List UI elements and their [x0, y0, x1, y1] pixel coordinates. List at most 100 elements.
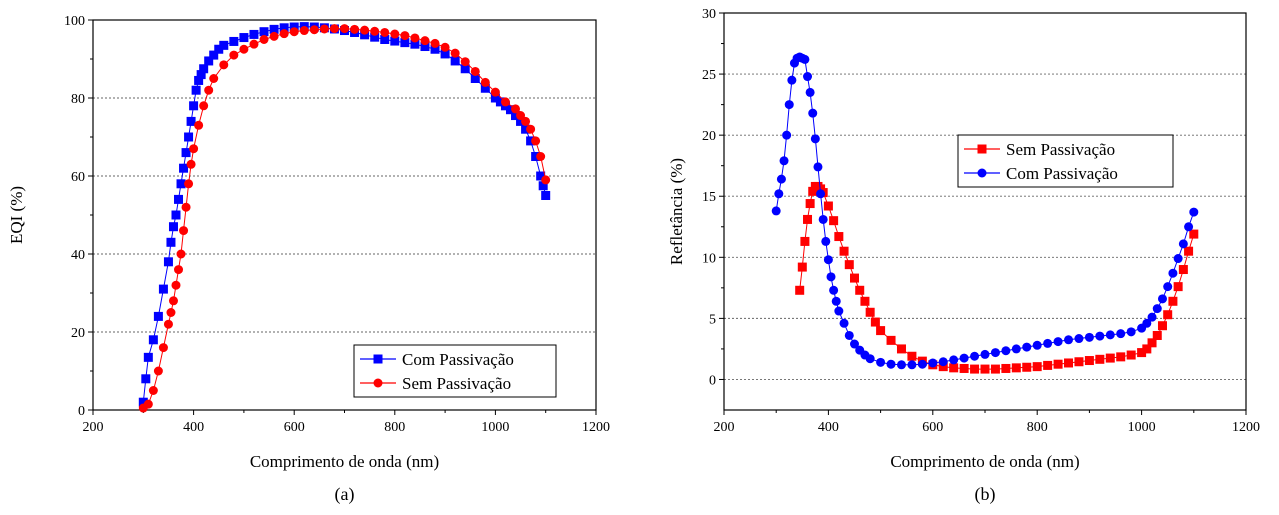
data-point-square	[808, 186, 818, 196]
data-point-square	[168, 222, 178, 232]
y-tick-label: 60	[71, 170, 85, 185]
data-point-circle	[531, 136, 541, 146]
data-point-circle	[158, 343, 168, 353]
data-point-circle	[1147, 312, 1157, 322]
data-point-square	[505, 105, 515, 115]
data-point-circle	[810, 134, 820, 144]
data-point-circle	[194, 120, 204, 130]
panel-label: (b)	[975, 484, 996, 505]
data-point-square	[805, 199, 815, 209]
data-point-square	[279, 23, 289, 33]
data-point-circle	[153, 366, 163, 376]
data-point-circle	[373, 378, 383, 388]
data-point-circle	[886, 359, 896, 369]
data-point-square	[1157, 321, 1167, 331]
data-point-circle	[390, 29, 400, 39]
data-point-square	[204, 56, 214, 66]
data-point-square	[800, 236, 810, 246]
y-tick-label: 40	[71, 248, 85, 263]
data-point-circle	[259, 35, 269, 44]
data-point-square	[148, 335, 158, 345]
data-point-square	[370, 32, 380, 42]
legend: Com Passivação Sem Passivação	[353, 344, 557, 398]
data-point-circle	[776, 174, 786, 184]
data-point-circle	[1163, 282, 1173, 292]
data-point-square	[860, 296, 870, 306]
data-point-square	[1064, 358, 1074, 368]
data-point-square	[380, 35, 390, 44]
data-point-circle	[430, 38, 440, 48]
data-point-circle	[1001, 346, 1011, 356]
series-sem-passiva-o	[138, 24, 551, 413]
data-point-square	[949, 363, 959, 373]
data-point-square	[158, 284, 168, 294]
data-point-square	[219, 40, 229, 50]
data-point-circle	[1064, 335, 1074, 345]
legend: Sem Passivação Com Passivação	[957, 134, 1174, 188]
data-point-circle	[907, 360, 917, 370]
data-point-square	[797, 262, 807, 272]
data-point-circle	[299, 26, 309, 36]
legend-label: Com Passivação	[402, 350, 514, 369]
data-point-square	[189, 101, 199, 111]
data-point-square	[141, 374, 151, 384]
data-point-circle	[805, 87, 815, 97]
data-point-circle	[1074, 334, 1084, 344]
x-tick-label: 200	[83, 420, 104, 435]
data-point-circle	[834, 306, 844, 316]
data-point-square	[360, 30, 370, 40]
data-point-square	[470, 74, 480, 83]
data-point-square	[450, 56, 460, 66]
data-point-square	[516, 116, 526, 126]
data-point-circle	[229, 50, 239, 60]
x-tick-label: 400	[818, 420, 839, 435]
data-point-square	[1105, 353, 1115, 363]
data-point-square	[970, 364, 980, 374]
data-point-circle	[803, 72, 813, 82]
data-point-square	[495, 97, 505, 107]
y-axis-title: EQI (%)	[7, 186, 26, 244]
data-point-circle	[917, 359, 927, 369]
data-point-square	[531, 152, 541, 161]
data-point-square	[214, 44, 224, 54]
data-point-square	[390, 36, 400, 46]
data-point-circle	[771, 206, 781, 216]
y-tick-label: 20	[702, 129, 716, 144]
data-point-circle	[181, 202, 191, 212]
y-tick-label: 25	[702, 68, 716, 83]
data-point-circle	[171, 280, 181, 290]
data-point-circle	[168, 296, 178, 306]
data-point-square	[865, 307, 875, 317]
data-point-square	[440, 49, 450, 59]
panel-b-reflectance-chart: 200 400 600 800 1000 1200 0 5 10 15 20 25 30 Comprime…	[667, 7, 1260, 505]
data-point-circle	[204, 85, 214, 95]
data-point-square	[199, 64, 209, 74]
data-point-square	[166, 237, 176, 247]
data-point-square	[959, 363, 969, 373]
data-point-circle	[410, 33, 420, 43]
data-point-circle	[876, 357, 886, 367]
data-point-circle	[1053, 337, 1063, 347]
y-tick-label: 0	[78, 404, 85, 419]
data-point-square	[850, 273, 859, 283]
data-point-circle	[844, 330, 854, 340]
data-point-square	[138, 397, 148, 407]
data-point-square	[855, 285, 865, 295]
x-tick-label: 1200	[1232, 420, 1260, 435]
y-tick-label: 20	[71, 326, 85, 341]
data-point-square	[1001, 363, 1011, 373]
data-point-circle	[977, 168, 987, 178]
data-point-circle	[199, 101, 209, 111]
legend-box	[353, 344, 557, 398]
data-point-circle	[176, 249, 186, 259]
data-point-square	[521, 124, 531, 134]
data-point-circle	[1105, 330, 1115, 340]
panel-a-eqi-chart: 200 400 600 800 1000 1200 0 20 40 60 80 100 Comprime…	[7, 14, 610, 505]
data-point-square	[844, 260, 854, 270]
data-point-circle	[865, 354, 875, 364]
data-point-circle	[380, 27, 390, 37]
data-point-square	[538, 181, 548, 191]
data-point-circle	[787, 75, 797, 85]
y-tick-label: 5	[709, 312, 716, 327]
data-point-circle	[784, 100, 794, 110]
